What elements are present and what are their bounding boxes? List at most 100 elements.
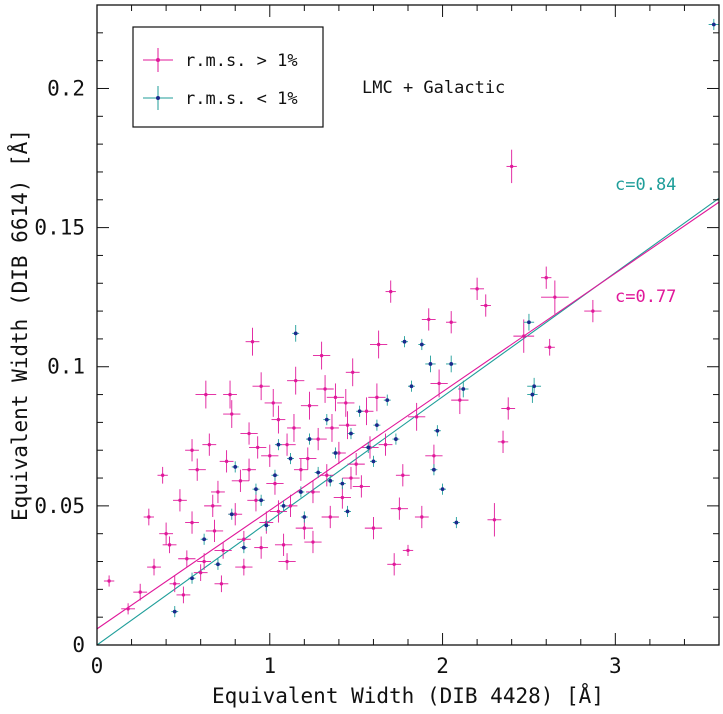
point-marker xyxy=(394,437,398,441)
data-point xyxy=(527,377,542,395)
data-point xyxy=(133,583,148,601)
data-point xyxy=(347,453,365,476)
point-marker xyxy=(376,342,381,347)
point-marker xyxy=(190,520,194,525)
point-marker xyxy=(530,392,535,397)
data-point xyxy=(408,380,415,392)
point-marker xyxy=(307,403,312,408)
point-marker xyxy=(414,415,419,419)
point-marker xyxy=(178,498,182,503)
point-marker xyxy=(492,518,497,522)
point-marker xyxy=(276,442,281,447)
data-point xyxy=(245,327,260,356)
data-point xyxy=(345,358,360,387)
data-point xyxy=(319,464,334,487)
point-marker xyxy=(366,445,371,450)
point-marker xyxy=(247,431,251,436)
data-point xyxy=(387,553,402,576)
data-point xyxy=(418,338,426,351)
data-point xyxy=(103,575,115,587)
point-marker xyxy=(371,526,376,530)
point-marker xyxy=(316,437,320,441)
data-point xyxy=(368,383,386,412)
point-marker xyxy=(273,481,277,486)
point-marker xyxy=(375,395,379,400)
point-marker xyxy=(138,590,142,594)
data-point xyxy=(171,606,179,618)
data-point xyxy=(157,466,168,484)
point-marker xyxy=(591,309,595,313)
point-marker xyxy=(216,562,220,567)
point-marker xyxy=(254,498,258,503)
data-point xyxy=(390,497,408,520)
data-point xyxy=(373,419,381,431)
data-point xyxy=(425,444,443,467)
data-point xyxy=(304,530,322,554)
point-marker xyxy=(527,320,531,325)
point-marker xyxy=(432,454,436,458)
data-point xyxy=(214,575,229,593)
point-marker xyxy=(264,523,269,528)
point-marker xyxy=(293,378,298,383)
point-marker xyxy=(440,487,445,492)
data-point xyxy=(293,458,308,481)
data-point xyxy=(312,341,331,370)
point-marker xyxy=(190,576,194,581)
point-marker xyxy=(233,465,238,469)
point-marker xyxy=(198,570,203,575)
data-point xyxy=(314,466,322,479)
data-point xyxy=(261,444,279,467)
point-marker xyxy=(167,543,172,547)
point-marker xyxy=(185,557,189,561)
point-marker xyxy=(509,164,514,169)
point-marker xyxy=(181,593,186,597)
point-marker xyxy=(333,451,338,455)
data-point xyxy=(497,430,509,453)
data-point xyxy=(338,478,346,490)
data-point xyxy=(205,519,224,543)
data-point xyxy=(219,450,234,473)
data-point xyxy=(325,414,339,442)
point-marker xyxy=(311,490,315,494)
data-point xyxy=(185,439,199,462)
data-point xyxy=(262,519,270,531)
data-point xyxy=(487,503,502,537)
point-marker xyxy=(349,476,353,480)
point-marker xyxy=(359,484,364,489)
legend-symbol-rms-lt-1 xyxy=(143,86,173,110)
data-point xyxy=(147,558,161,576)
point-marker xyxy=(247,467,251,472)
y-axis-label: Equivalent Width (DIB 6614) [Å] xyxy=(6,129,32,521)
point-marker xyxy=(325,473,329,477)
data-point xyxy=(544,338,555,356)
point-marker xyxy=(354,462,358,466)
point-marker xyxy=(553,295,557,299)
data-point xyxy=(254,536,269,559)
data-point xyxy=(223,380,237,409)
point-marker xyxy=(224,459,229,464)
data-point xyxy=(300,511,308,523)
data-point xyxy=(433,425,441,437)
point-marker xyxy=(288,456,293,461)
point-marker xyxy=(324,417,329,422)
data-point xyxy=(223,400,241,428)
point-marker xyxy=(409,384,414,389)
point-marker xyxy=(427,317,431,322)
point-marker xyxy=(484,303,488,308)
data-point xyxy=(451,386,469,415)
data-point xyxy=(299,447,317,470)
data-point xyxy=(176,586,191,604)
y-tick-label: 0.05 xyxy=(34,494,85,518)
data-point xyxy=(231,461,239,473)
point-marker xyxy=(293,331,298,336)
point-marker xyxy=(311,540,315,544)
point-marker xyxy=(216,490,220,494)
data-point xyxy=(458,380,469,398)
y-tick-label: 0 xyxy=(72,633,85,657)
point-marker xyxy=(281,543,286,547)
point-marker xyxy=(375,423,379,428)
data-point xyxy=(228,508,236,520)
point-marker xyxy=(392,562,396,567)
point-marker xyxy=(306,456,310,461)
